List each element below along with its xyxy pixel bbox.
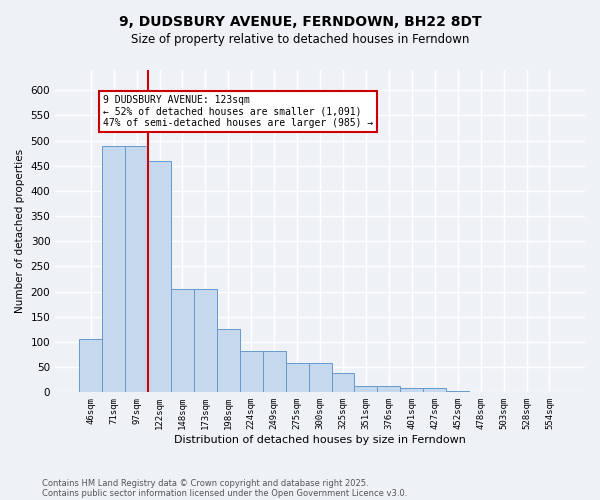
- Text: 9, DUDSBURY AVENUE, FERNDOWN, BH22 8DT: 9, DUDSBURY AVENUE, FERNDOWN, BH22 8DT: [119, 15, 481, 29]
- Bar: [102, 146, 125, 392]
- Bar: [148, 160, 171, 392]
- Bar: [332, 373, 355, 392]
- Text: Contains public sector information licensed under the Open Government Licence v3: Contains public sector information licen…: [42, 488, 407, 498]
- Bar: [377, 386, 400, 392]
- Bar: [286, 363, 308, 392]
- Bar: [171, 289, 194, 393]
- Bar: [79, 340, 102, 392]
- Text: Contains HM Land Registry data © Crown copyright and database right 2025.: Contains HM Land Registry data © Crown c…: [42, 478, 368, 488]
- Bar: [423, 388, 446, 392]
- Bar: [400, 388, 423, 392]
- Bar: [125, 146, 148, 392]
- Bar: [355, 386, 377, 392]
- Y-axis label: Number of detached properties: Number of detached properties: [15, 149, 25, 313]
- Bar: [263, 351, 286, 393]
- Bar: [308, 363, 332, 392]
- Text: 9 DUDSBURY AVENUE: 123sqm
← 52% of detached houses are smaller (1,091)
47% of se: 9 DUDSBURY AVENUE: 123sqm ← 52% of detac…: [103, 95, 374, 128]
- Bar: [240, 351, 263, 393]
- Text: Size of property relative to detached houses in Ferndown: Size of property relative to detached ho…: [131, 32, 469, 46]
- X-axis label: Distribution of detached houses by size in Ferndown: Distribution of detached houses by size …: [174, 435, 466, 445]
- Bar: [217, 330, 240, 392]
- Bar: [194, 289, 217, 393]
